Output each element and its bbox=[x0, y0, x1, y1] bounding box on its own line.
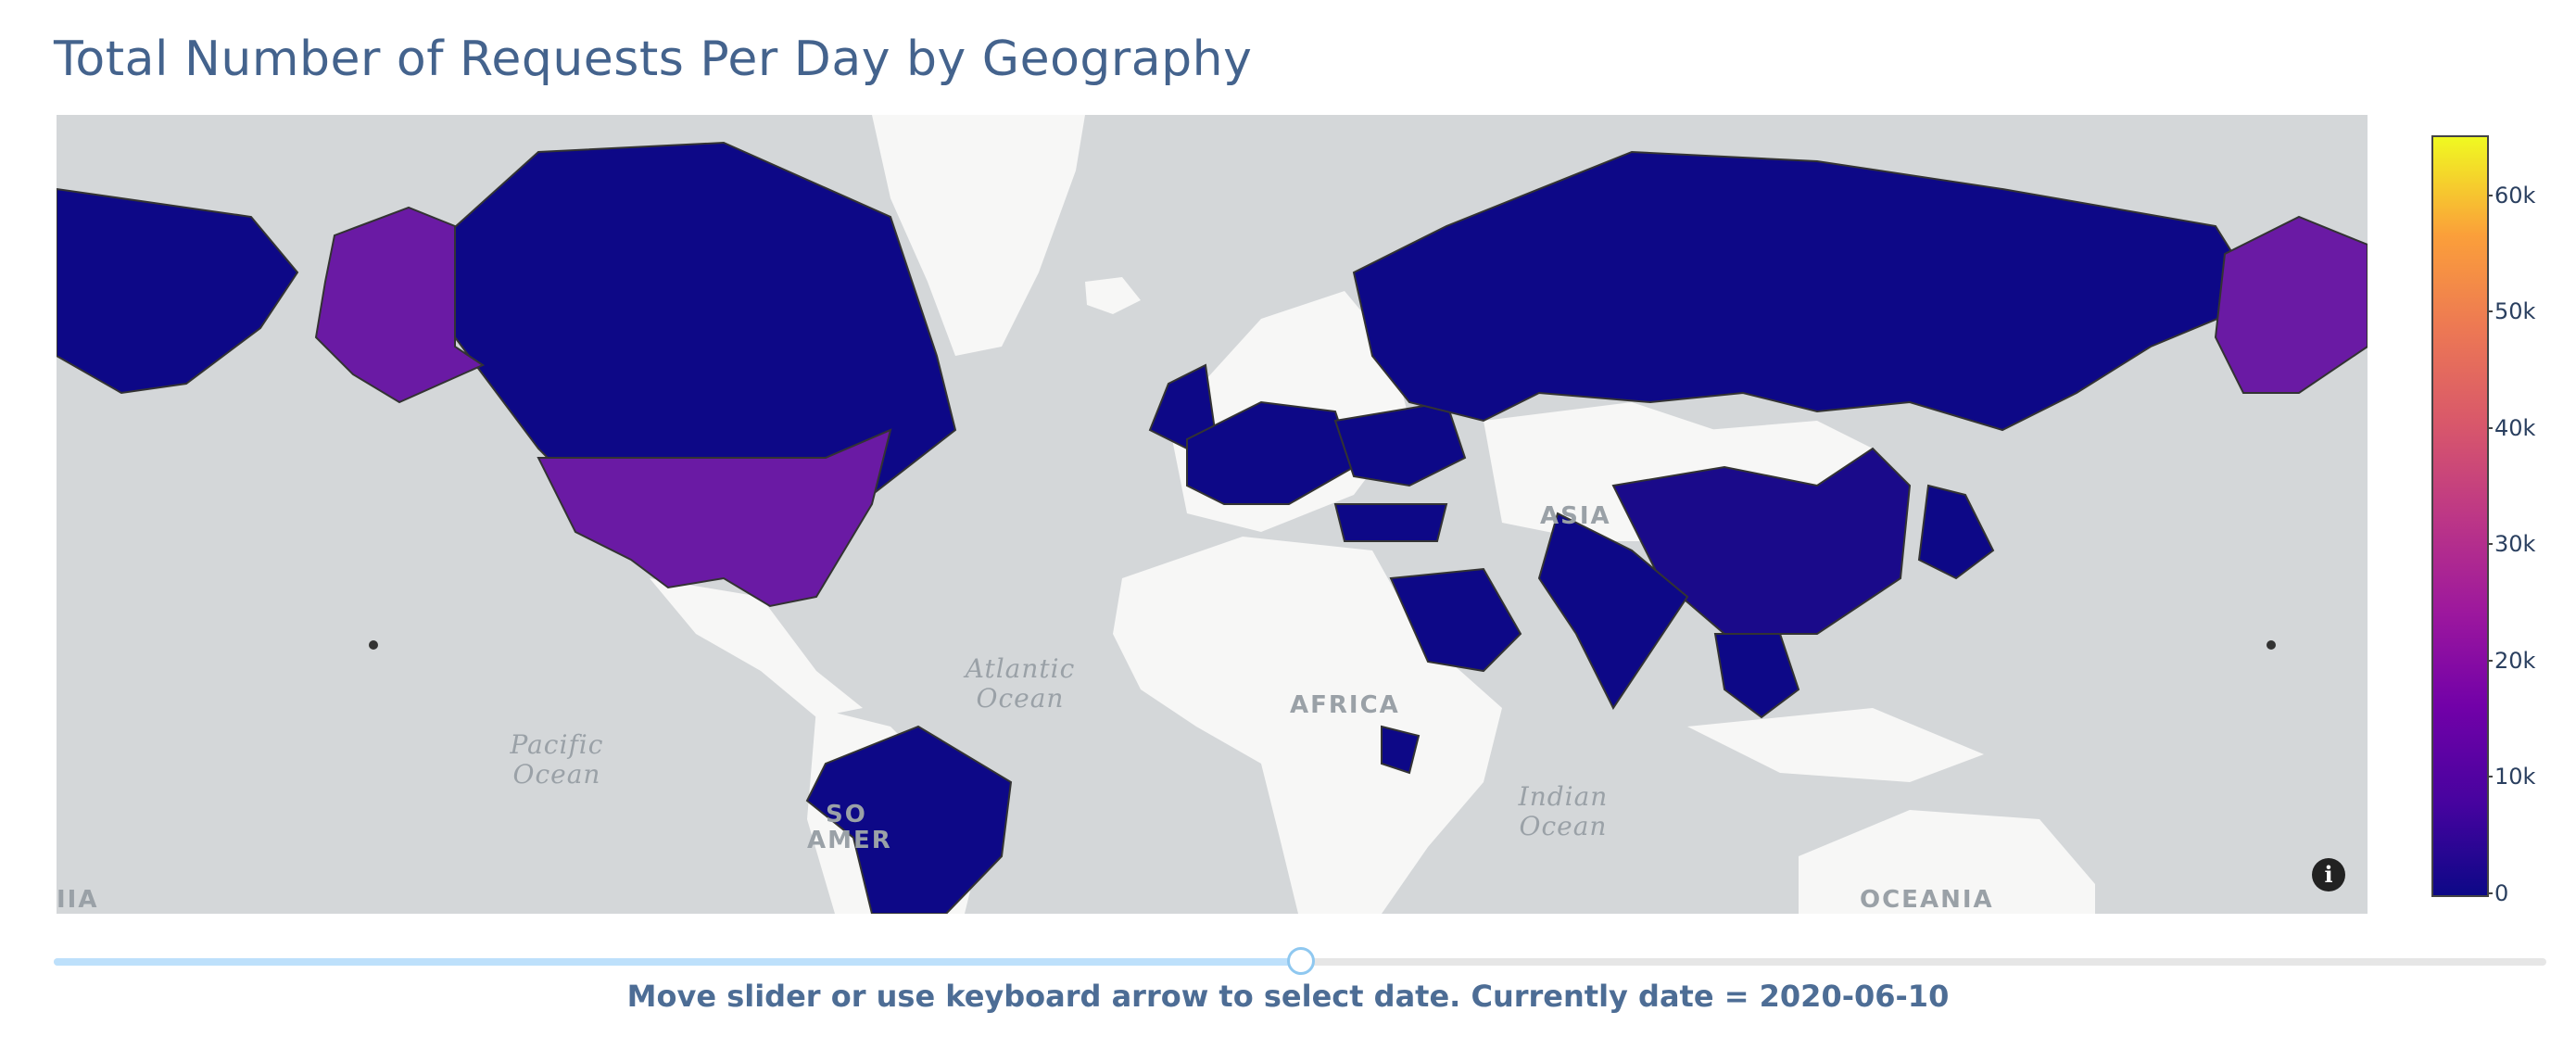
date-slider[interactable] bbox=[54, 947, 2546, 975]
india-region[interactable] bbox=[1537, 512, 1689, 710]
brazil-region[interactable] bbox=[805, 725, 1013, 914]
kenya-region[interactable] bbox=[1381, 725, 1421, 775]
slider-caption-prefix: Move slider or use keyboard arrow to sel… bbox=[626, 979, 1749, 1014]
colorbar-tick-mark bbox=[2487, 310, 2493, 313]
ocean-label-indian: Indian Ocean bbox=[1518, 781, 1609, 841]
southeast-asia-region bbox=[1687, 708, 1984, 782]
colorbar-tick-mark bbox=[2487, 543, 2493, 546]
southeast-asia-mainland-region[interactable] bbox=[1713, 633, 1800, 719]
ocean-label-atlantic: Atlantic Ocean bbox=[965, 653, 1076, 714]
china-region[interactable] bbox=[1611, 447, 1912, 635]
colorbar-tick-label: 50k bbox=[2494, 298, 2536, 325]
saudi-arabia-region[interactable] bbox=[1389, 567, 1522, 673]
mongolia-region bbox=[1706, 421, 1873, 486]
colorbar bbox=[2431, 135, 2489, 897]
continent-label-left-fragment: IIA bbox=[57, 886, 99, 914]
canada-region[interactable] bbox=[444, 141, 957, 497]
colorbar-tick-mark bbox=[2487, 426, 2493, 429]
alaska-region[interactable] bbox=[314, 206, 486, 404]
colorbar-tick-mark bbox=[2487, 194, 2493, 196]
united-states-region[interactable] bbox=[537, 428, 892, 608]
slider-caption: Move slider or use keyboard arrow to sel… bbox=[0, 979, 2576, 1014]
greenland-region bbox=[872, 115, 1085, 356]
map-canvas[interactable] bbox=[57, 115, 2368, 914]
continent-label-america-fragment: AMER bbox=[807, 827, 892, 854]
colorbar-tick-label: 40k bbox=[2494, 414, 2536, 441]
mexico-region bbox=[650, 578, 863, 717]
australia-region bbox=[1799, 810, 2095, 914]
colorbar-tick-label: 60k bbox=[2494, 182, 2536, 209]
slider-handle[interactable] bbox=[1287, 947, 1315, 975]
colorbar-tick-mark bbox=[2487, 892, 2493, 894]
alaska-right-region[interactable] bbox=[2214, 215, 2368, 394]
russia-region[interactable] bbox=[1352, 150, 2264, 432]
colorbar-tick-label: 0 bbox=[2494, 880, 2509, 906]
colorbar-tick-label: 20k bbox=[2494, 647, 2536, 674]
colorbar-tick-mark bbox=[2487, 659, 2493, 662]
colorbar-tick-label: 10k bbox=[2494, 764, 2536, 790]
ocean-label-pacific: Pacific Ocean bbox=[510, 729, 604, 790]
iceland-region bbox=[1085, 277, 1141, 314]
current-date: 2020-06-10 bbox=[1759, 979, 1950, 1014]
continent-label-asia: ASIA bbox=[1540, 502, 1611, 530]
continent-label-africa: AFRICA bbox=[1290, 691, 1400, 719]
continent-label-south-fragment: SO bbox=[826, 801, 867, 828]
turkey-region[interactable] bbox=[1333, 503, 1448, 542]
western-europe-region[interactable] bbox=[1186, 400, 1356, 505]
africa-region bbox=[1113, 537, 1502, 914]
choropleth-map[interactable]: ASIA AFRICA OCEANIA SO AMER IIA Atlantic… bbox=[57, 115, 2368, 914]
japan-region[interactable] bbox=[1917, 484, 1995, 580]
slider-fill bbox=[54, 958, 1300, 966]
chart-title: Total Number of Requests Per Day by Geog… bbox=[54, 32, 1253, 87]
info-icon[interactable]: i bbox=[2312, 858, 2345, 891]
russia-east-left-region[interactable] bbox=[57, 187, 299, 395]
colorbar-tick-mark bbox=[2487, 776, 2493, 778]
continent-label-oceania: OCEANIA bbox=[1860, 886, 1994, 914]
hawaii-region bbox=[369, 640, 378, 650]
colorbar-tick-label: 30k bbox=[2494, 531, 2536, 558]
